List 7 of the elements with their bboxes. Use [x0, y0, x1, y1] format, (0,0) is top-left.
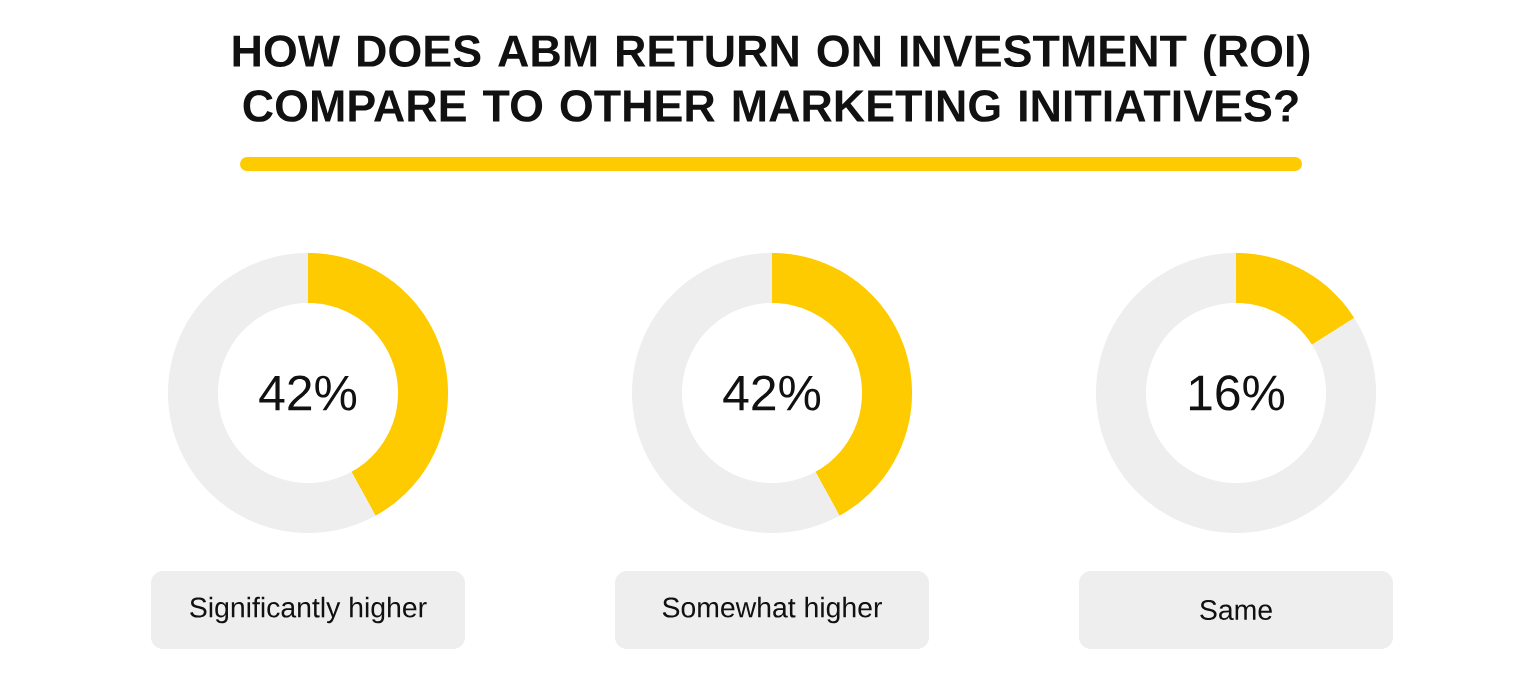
text: 42% [259, 375, 357, 411]
text: Same [1200, 599, 1272, 621]
text: Somewhat higher [662, 596, 882, 624]
text: Significantly higher [190, 596, 427, 624]
text: 16% [1189, 375, 1285, 411]
text: 42% [723, 375, 821, 411]
text: HOW DOES ABM RETURN ON INVESTMENT (ROI) COMPARE TO OTHER MARKETING INITIATIVES? [233, 34, 1310, 122]
